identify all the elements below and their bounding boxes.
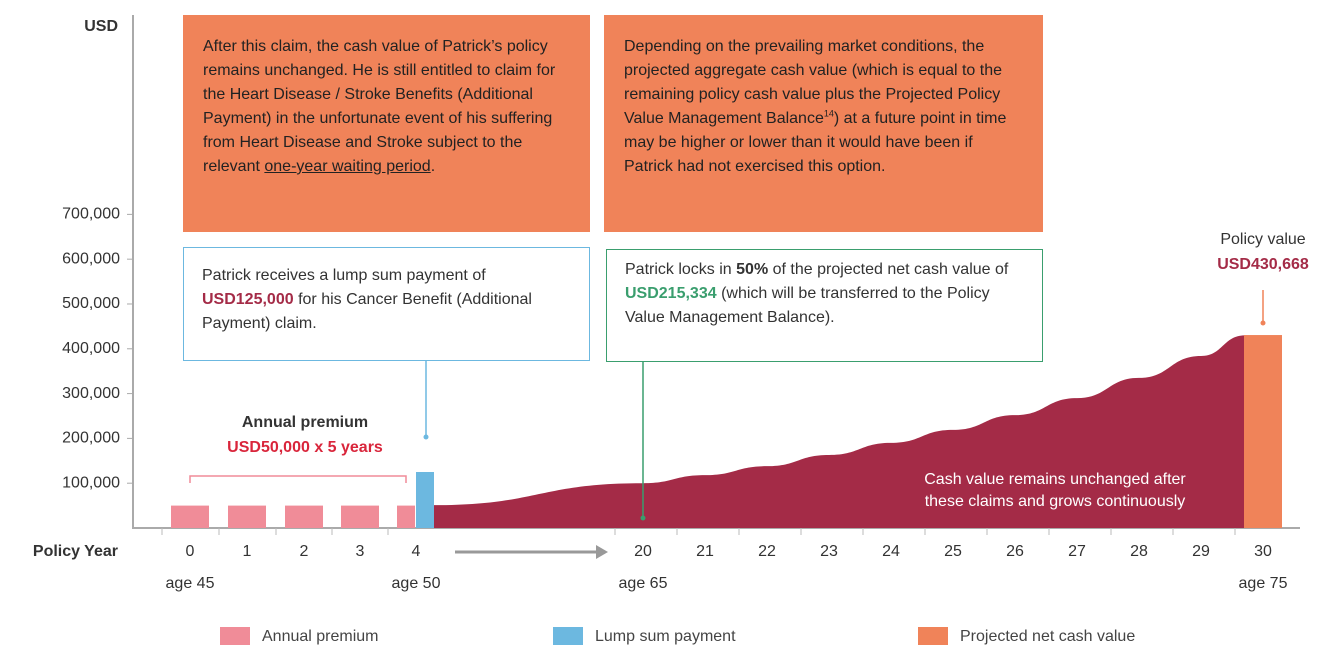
bar bbox=[285, 505, 323, 528]
note-text: Patrick receives a lump sum payment of bbox=[202, 267, 486, 284]
x-tick-label: 3 bbox=[356, 543, 365, 560]
lock-in-note: Patrick locks in 50% of the projected ne… bbox=[606, 249, 1043, 362]
area-note: these claims and grows continuously bbox=[925, 493, 1186, 510]
x-tick-label: 1 bbox=[243, 543, 252, 560]
x-tick-label: 2 bbox=[300, 543, 309, 560]
x-tick-label: 23 bbox=[820, 543, 838, 560]
y-tick-label: 700,000 bbox=[62, 206, 120, 223]
arrow-head bbox=[596, 545, 608, 559]
legend-swatch bbox=[918, 627, 948, 645]
pointer-dot bbox=[640, 515, 646, 521]
x-tick-label: 0 bbox=[186, 543, 195, 560]
note-text: Depending on the prevailing market condi… bbox=[624, 38, 1003, 127]
premium-label: Annual premium bbox=[242, 414, 368, 431]
bar bbox=[397, 505, 415, 528]
policy-value-label: Policy value bbox=[1220, 231, 1305, 248]
bar bbox=[341, 505, 379, 528]
legend-swatch bbox=[553, 627, 583, 645]
age-label: age 50 bbox=[392, 575, 441, 592]
note-text: After this claim, the cash value of Patr… bbox=[203, 38, 556, 175]
age-label: age 75 bbox=[1239, 575, 1288, 592]
x-tick-label: 21 bbox=[696, 543, 714, 560]
policy-value-amount: USD430,668 bbox=[1217, 256, 1309, 273]
lump-sum-note: Patrick receives a lump sum payment of U… bbox=[183, 247, 590, 361]
y-tick-label: 600,000 bbox=[62, 250, 120, 267]
legend-swatch bbox=[220, 627, 250, 645]
y-tick-label: 200,000 bbox=[62, 430, 120, 447]
footnote-ref: 14 bbox=[823, 108, 834, 119]
premium-amount: USD50,000 x 5 years bbox=[227, 439, 383, 456]
x-tick-label: 29 bbox=[1192, 543, 1210, 560]
age-label: age 45 bbox=[166, 575, 215, 592]
note-amount: USD125,000 bbox=[202, 291, 294, 308]
note-amount: USD215,334 bbox=[625, 285, 717, 302]
note-text: for his Cancer Benefit (Additional Payme… bbox=[202, 291, 532, 332]
pointer-dot bbox=[1260, 320, 1266, 326]
y-tick-label: 500,000 bbox=[62, 295, 120, 312]
area-note: Cash value remains unchanged after bbox=[924, 471, 1186, 488]
legend-label: Projected net cash value bbox=[960, 628, 1135, 645]
claim-note: After this claim, the cash value of Patr… bbox=[183, 15, 590, 232]
y-tick-label: 400,000 bbox=[62, 340, 120, 357]
age-label: age 65 bbox=[619, 575, 668, 592]
note-text: one-year waiting period bbox=[264, 158, 431, 175]
x-tick-label: 27 bbox=[1068, 543, 1086, 560]
legend-label: Lump sum payment bbox=[595, 628, 736, 645]
bar bbox=[228, 505, 266, 528]
premium-bracket bbox=[189, 475, 407, 483]
bar bbox=[171, 505, 209, 528]
market-note: Depending on the prevailing market condi… bbox=[604, 15, 1043, 232]
note-text: of the projected net cash value of bbox=[768, 261, 1009, 278]
legend-label: Annual premium bbox=[262, 628, 379, 645]
y-tick-label: 300,000 bbox=[62, 385, 120, 402]
x-tick-label: 25 bbox=[944, 543, 962, 560]
y-tick-label: 100,000 bbox=[62, 474, 120, 491]
note-text: . bbox=[430, 158, 436, 175]
x-tick-label: 22 bbox=[758, 543, 776, 560]
x-tick-label: 26 bbox=[1006, 543, 1024, 560]
note-text: ) at a future point in time may be highe… bbox=[624, 110, 1007, 175]
note-text: Patrick locks in bbox=[625, 261, 737, 278]
x-tick-label: 4 bbox=[412, 543, 421, 560]
pointer-dot bbox=[423, 434, 429, 440]
x-tick-label: 24 bbox=[882, 543, 900, 560]
x-axis-label: Policy Year bbox=[33, 543, 118, 560]
note-text: (which will be transferred to the Policy… bbox=[625, 285, 990, 326]
x-tick-label: 28 bbox=[1130, 543, 1148, 560]
bar bbox=[416, 471, 434, 528]
bar bbox=[1244, 335, 1282, 528]
x-tick-label: 20 bbox=[634, 543, 652, 560]
y-axis-label: USD bbox=[84, 18, 118, 35]
cash-value-area bbox=[434, 335, 1245, 528]
note-percent: 50% bbox=[736, 261, 769, 278]
x-tick-label: 30 bbox=[1254, 543, 1272, 560]
